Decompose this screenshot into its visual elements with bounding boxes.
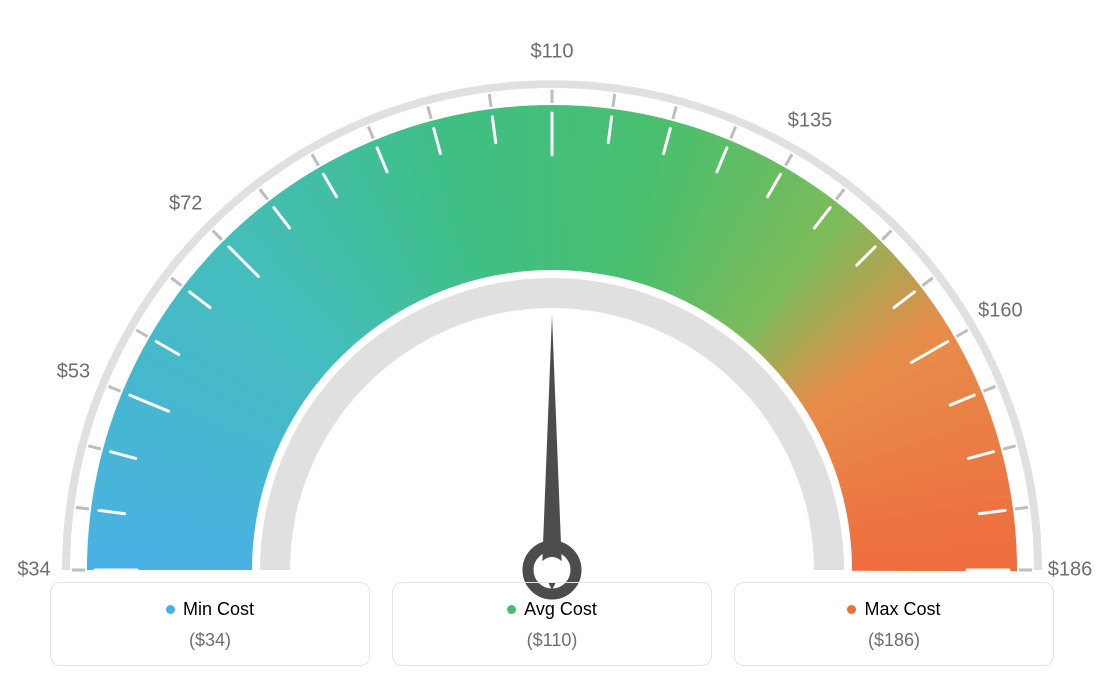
gauge-svg [0, 40, 1104, 620]
dot-icon [507, 605, 516, 614]
legend-title-max: Max Cost [847, 599, 940, 620]
legend-label: Min Cost [183, 599, 254, 620]
gauge-tick-label: $34 [17, 559, 50, 582]
legend-title-avg: Avg Cost [507, 599, 597, 620]
cost-gauge: $34$53$72$110$135$160$186 [0, 0, 1104, 560]
gauge-tick-label: $186 [1048, 559, 1093, 582]
dot-icon [166, 605, 175, 614]
legend-value: ($186) [745, 630, 1043, 651]
legend-label: Avg Cost [524, 599, 597, 620]
dot-icon [847, 605, 856, 614]
legend-title-min: Min Cost [166, 599, 254, 620]
gauge-tick-label: $53 [57, 360, 90, 383]
gauge-tick-label: $160 [978, 299, 1023, 322]
gauge-tick-label: $135 [788, 109, 833, 132]
legend-card-min: Min Cost ($34) [50, 582, 370, 666]
legend-card-avg: Avg Cost ($110) [392, 582, 712, 666]
legend-row: Min Cost ($34) Avg Cost ($110) Max Cost … [50, 582, 1054, 666]
legend-card-max: Max Cost ($186) [734, 582, 1054, 666]
legend-value: ($110) [403, 630, 701, 651]
legend-label: Max Cost [864, 599, 940, 620]
legend-value: ($34) [61, 630, 359, 651]
gauge-tick-label: $72 [169, 192, 202, 215]
gauge-tick-label: $110 [530, 41, 573, 64]
